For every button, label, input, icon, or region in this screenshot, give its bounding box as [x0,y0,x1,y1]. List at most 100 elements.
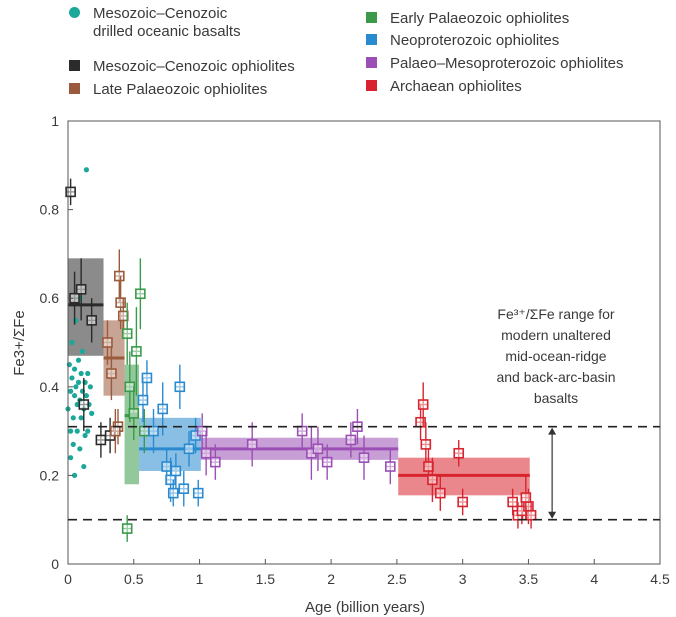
data-point [86,315,97,326]
plot-area [65,167,537,542]
legend-label: Mesozoic–Cenozoic ophiolites [93,58,295,75]
data-point [141,372,153,384]
data-point [75,284,87,295]
data-point [385,461,396,472]
legend-square-icon [366,80,377,91]
reference-range-label: and back-arc-basin [496,369,615,385]
legend-label: Early Palaeozoic ophiolites [390,10,570,27]
legend-label: Neoproterozoic ophiolites [390,32,560,49]
data-point [121,328,133,339]
data-point [312,443,324,455]
x-tick-label: 0 [64,571,72,587]
data-point [74,428,80,434]
legend-square-icon [366,57,377,68]
data-point [68,455,74,461]
data-point [83,393,90,399]
data-point [196,425,208,437]
reference-range-label: basalts [534,390,578,406]
data-point [148,425,159,437]
data-point [75,379,82,385]
reference-range-annotation: Fe³⁺/ΣFe range for modern unaltered mid-oc… [68,306,660,521]
range-box [124,364,140,485]
data-point [246,439,258,450]
y-tick-label: 0.2 [40,467,60,483]
x-tick-label: 4 [590,571,598,587]
data-point [435,487,446,499]
reference-range-label: Fe³⁺/ΣFe range for [497,306,615,322]
data-point [192,487,204,499]
x-tick-label: 2 [327,571,335,587]
data-point [71,472,78,478]
data-point [115,297,126,308]
data-point [71,366,78,372]
data-point [85,428,91,434]
data-point [345,434,357,446]
x-tick-label: 4.5 [650,571,670,587]
data-point [417,399,429,410]
data-point [167,487,179,499]
x-tick-label: 1 [196,571,204,587]
data-point [210,456,221,468]
legend-square-icon [366,12,377,23]
data-point [507,496,518,508]
x-tick-label: 3.5 [519,571,539,587]
data-point [170,465,182,477]
y-tick-label: 0.6 [40,290,60,306]
data-point [525,509,537,521]
data-point [79,348,86,354]
data-point [69,339,75,346]
y-tick-label: 0 [51,556,59,572]
plot-frame [67,120,661,565]
data-point [68,388,74,394]
legend-label: Palaeo–Mesoproterozoic ophiolites [390,55,624,72]
data-point [453,447,465,459]
range-arrow-head-top [548,427,557,435]
data-point [110,425,121,437]
data-point [75,357,82,363]
data-point [83,167,90,173]
data-point [321,456,333,468]
data-point [114,270,125,282]
legend-label-continued: drilled oceanic basalts [93,23,241,40]
y-tick-label: 0.4 [40,379,60,395]
data-point [178,483,190,494]
y-axis-label: Fe3+/ΣFe [11,310,28,376]
y-tick-label: 0.8 [40,202,60,218]
legend-square-icon [69,60,80,71]
data-point [117,310,129,322]
data-point [457,496,468,508]
data-point [70,441,76,447]
data-point [121,523,133,534]
data-point [73,384,79,390]
x-tick-label: 0.5 [124,571,144,587]
range-arrow-head-bottom [548,511,557,519]
data-point [70,415,76,421]
data-point [77,446,83,452]
data-point [78,415,84,421]
data-point [423,461,434,472]
data-point [124,381,136,393]
legend-square-icon [366,34,377,45]
data-point [71,393,78,399]
data-point [161,461,172,472]
data-point [82,432,88,439]
data-point [78,399,90,410]
data-point [66,362,72,368]
data-point [137,394,149,406]
data-point [427,474,438,486]
x-axis-label: Age (billion years) [305,599,425,616]
data-point [139,425,150,437]
data-point [78,370,84,377]
data-point [157,403,169,415]
data-point [296,425,308,437]
data-point [200,447,212,459]
legend-label: Mesozoic–Cenozoic [93,5,228,22]
reference-range-label: mid-ocean-ridge [505,348,606,364]
y-tick-label: 1 [51,113,59,129]
axes: Age (billion years) Fe3+/ΣFe 0 0.5 1 1.5 2 2.… [11,113,670,616]
legend-label: Late Palaeozoic ophiolites [93,81,268,98]
legend-dot-icon [69,7,80,18]
legend-square-icon [69,83,80,94]
data-point [95,434,107,446]
